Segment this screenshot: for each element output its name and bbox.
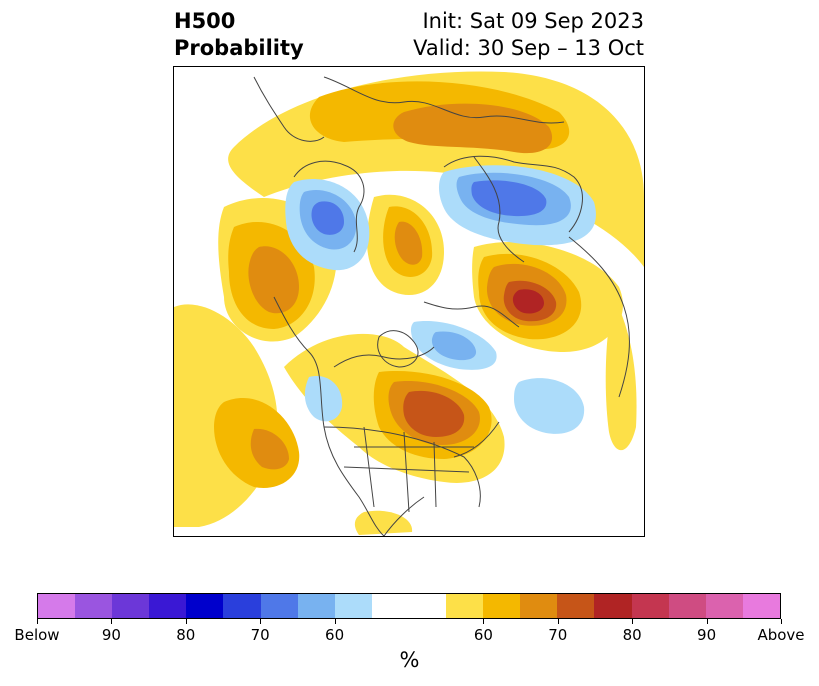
map-canvas — [174, 71, 644, 536]
map-dates: Init: Sat 09 Sep 2023 Valid: 30 Sep – 13… — [413, 8, 644, 62]
colorbar-tick-mark — [632, 619, 634, 624]
colorbar-cell — [742, 594, 780, 618]
colorbar-tick-mark — [781, 619, 782, 624]
colorbar-cell — [149, 594, 187, 618]
below-normal-80-region — [311, 180, 547, 235]
colorbar-cell — [483, 594, 521, 618]
colorbar-tick-mark — [111, 619, 113, 624]
colorbar-cell — [557, 594, 595, 618]
title-line-probability: Probability — [174, 36, 304, 60]
colorbar-tick-mark — [260, 619, 262, 624]
colorbar-tick-label: 90 — [697, 626, 717, 644]
valid-period: Valid: 30 Sep – 13 Oct — [413, 36, 644, 60]
colorbar-cell — [297, 594, 335, 618]
colorbar-tick-labels: Below 90 80 70 60 60 70 80 90 Above — [0, 626, 819, 646]
colorbar-tick-mark — [557, 619, 559, 624]
colorbar-cell — [446, 594, 484, 618]
colorbar-tick-label: 60 — [473, 626, 493, 644]
probability-map — [173, 66, 645, 537]
colorbar-tick-label: 70 — [250, 626, 270, 644]
colorbar-tick-mark — [706, 619, 708, 624]
colorbar-unit-label: % — [399, 648, 420, 672]
colorbar-cell — [705, 594, 743, 618]
colorbar-tick-label: 60 — [325, 626, 345, 644]
colorbar-cell — [186, 594, 224, 618]
colorbar-cell — [75, 594, 113, 618]
colorbar-cell — [631, 594, 669, 618]
colorbar-tick-label: Above — [757, 626, 805, 644]
colorbar-cell — [223, 594, 261, 618]
map-title: H500 Probability — [174, 8, 304, 62]
colorbar-tick-label: 80 — [622, 626, 642, 644]
colorbar-cell — [38, 594, 76, 618]
colorbar-tick-mark — [483, 619, 485, 624]
colorbar-cell — [112, 594, 150, 618]
colorbar-tick-mark — [334, 619, 336, 624]
colorbar-tick-mark — [37, 619, 38, 624]
colorbar-tick-label: 70 — [548, 626, 568, 644]
colorbar-tick-label: 80 — [176, 626, 196, 644]
political-boundaries — [253, 76, 630, 536]
colorbar-cell — [668, 594, 706, 618]
colorbar-cell — [594, 594, 632, 618]
init-date: Init: Sat 09 Sep 2023 — [422, 9, 644, 33]
colorbar-tick-label: Below — [14, 626, 60, 644]
above-normal-90-region — [512, 289, 544, 314]
colorbar-tick-label: 90 — [101, 626, 121, 644]
title-line-h500: H500 — [174, 9, 236, 33]
colorbar-cell — [520, 594, 558, 618]
colorbar-cell — [260, 594, 298, 618]
colorbar-cell — [334, 594, 372, 618]
colorbar-tick-mark — [185, 619, 187, 624]
colorbar-cell — [371, 594, 447, 618]
probability-colorbar — [37, 593, 781, 619]
